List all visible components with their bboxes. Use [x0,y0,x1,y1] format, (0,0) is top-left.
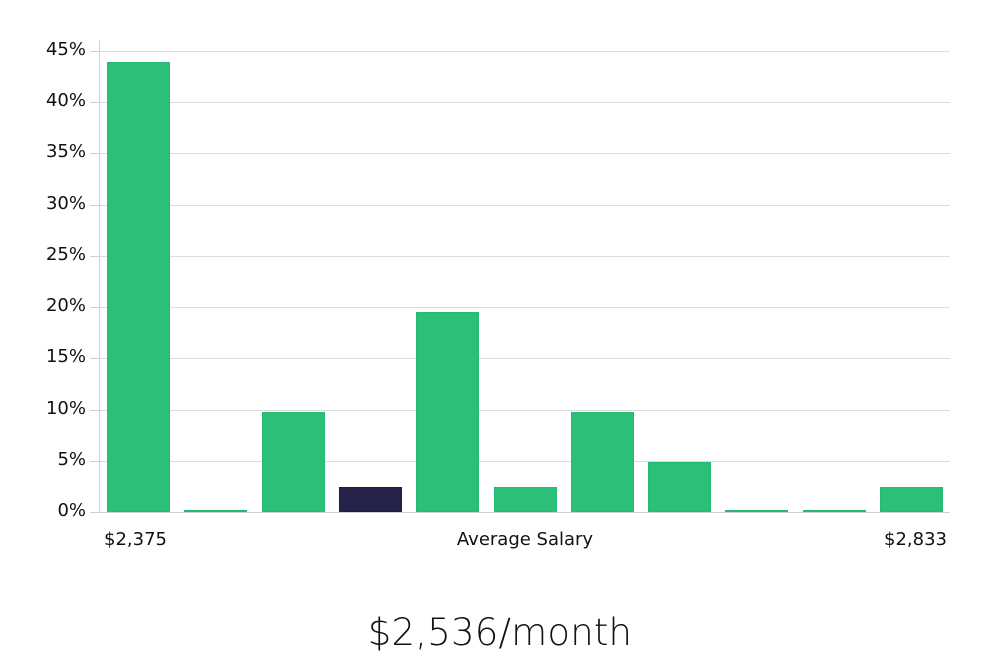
y-tick-label: 0% [57,500,86,521]
y-tick-label: 45% [45,39,86,60]
histogram-bar [184,510,247,512]
histogram-bar [648,462,711,512]
histogram-bar [880,487,943,512]
y-tick-label: 10% [45,398,86,419]
x-axis-line [90,512,950,513]
gridline [100,153,950,154]
y-tick-label: 15% [45,346,86,367]
gridline [100,102,950,103]
y-tick-label: 40% [45,90,86,111]
x-min-label: $2,375 [104,529,167,550]
y-tick [90,256,100,257]
gridline [100,256,950,257]
histogram-bar [494,487,557,512]
y-tick [90,307,100,308]
histogram-bar [416,312,479,512]
y-tick-label: 35% [45,141,86,162]
gridline [100,307,950,308]
y-tick [90,512,100,513]
x-max-label: $2,833 [884,529,947,550]
y-tick-label: 5% [57,449,86,470]
histogram-bar [262,412,325,512]
y-tick [90,461,100,462]
y-tick [90,102,100,103]
y-tick [90,153,100,154]
gridline [100,205,950,206]
gridline [100,358,950,359]
histogram-bar-highlighted [339,487,402,512]
gridline [100,410,950,411]
x-axis-title: Average Salary [456,529,594,550]
gridline [100,51,950,52]
y-tick-label: 25% [45,244,86,265]
histogram-bar [571,412,634,512]
salary-histogram: 0% 5% 10% 15% 20% 25% 30% 35% 40% 45% $2,375 Aver… [45,39,950,550]
average-salary-summary: $2,536/month [367,611,633,654]
y-axis-line [99,40,100,513]
histogram-bar [803,510,866,512]
y-tick-label: 20% [45,295,86,316]
gridline [100,461,950,462]
y-tick [90,410,100,411]
histogram-bar [107,62,170,512]
y-tick [90,205,100,206]
y-tick-label: 30% [45,193,86,214]
y-tick [90,51,100,52]
y-tick [90,358,100,359]
histogram-bar [725,510,788,512]
